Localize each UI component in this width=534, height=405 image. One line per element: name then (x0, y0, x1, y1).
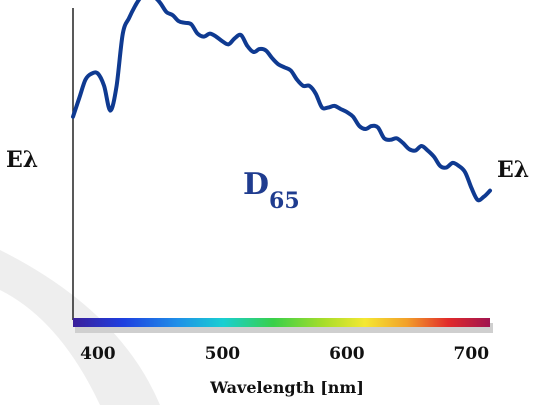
x-tick-label-700: 700 (453, 344, 490, 364)
y-axis-label-right: Eλ (497, 157, 530, 183)
y-axis-label-left: Eλ (6, 147, 39, 173)
series-label-main: D (243, 167, 270, 202)
spectrum-bar-shadow (75, 323, 493, 333)
x-axis-label: Wavelength [nm] (210, 378, 364, 397)
series-label-subscript: 65 (269, 188, 300, 214)
x-tick-label-500: 500 (204, 344, 241, 364)
series-label: D65 (243, 167, 300, 214)
x-tick-label-400: 400 (80, 344, 116, 364)
spectrum-bar (73, 318, 490, 327)
x-tick-label-600: 600 (329, 344, 365, 364)
d65-series-line (71, 0, 492, 203)
